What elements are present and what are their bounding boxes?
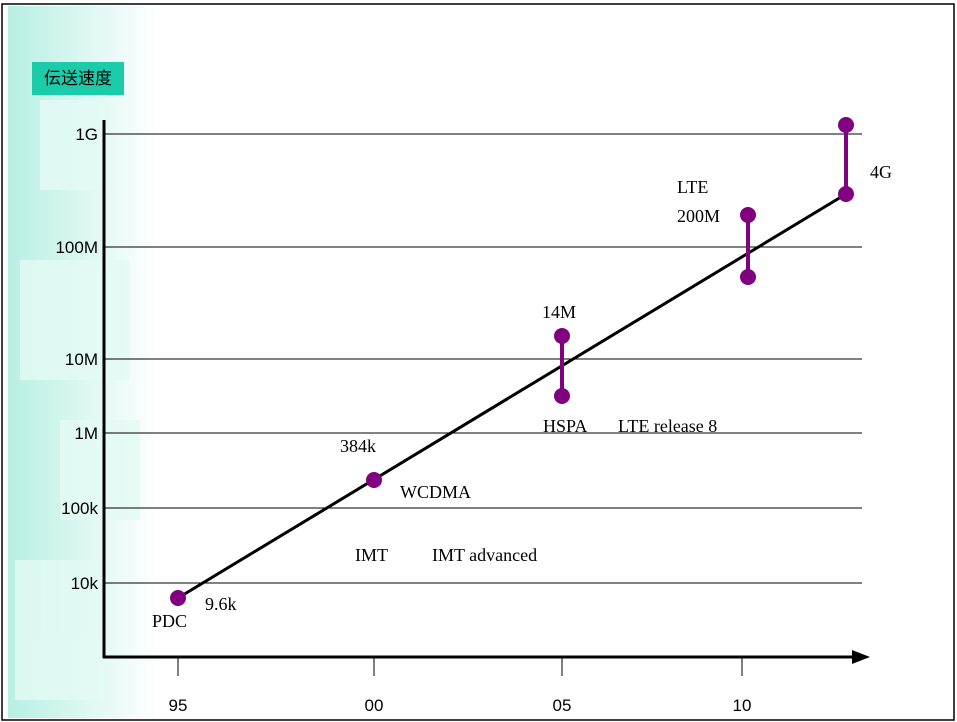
annotation: HSPA (543, 416, 587, 436)
annotation: PDC (152, 611, 187, 631)
title: 伝送速度 (44, 69, 112, 88)
y-tick-label: 100M (55, 238, 98, 257)
annotation: 9.6k (205, 594, 237, 614)
x-tick-label: 05 (553, 696, 572, 715)
y-tick-label: 10M (65, 350, 98, 369)
x-tick-label: 10 (733, 696, 752, 715)
x-tick-label: 00 (365, 696, 384, 715)
slide: 伝送速度 1G 100M 10M 1M 100k 10k 95 00 05 10 PDC 9.6k 38… (0, 0, 957, 722)
x-tick-label: 95 (169, 696, 188, 715)
annotation: IMT (355, 545, 388, 565)
y-tick-label: 100k (61, 499, 98, 518)
annotation: LTE (677, 177, 708, 197)
annotation: 14M (542, 302, 576, 322)
annotation: LTE release 8 (618, 416, 717, 436)
y-tick-label: 1M (74, 424, 98, 443)
annotation: 384k (340, 436, 376, 456)
annotation: 200M (677, 206, 720, 226)
annotation: IMT advanced (432, 545, 537, 565)
y-tick-label: 1G (75, 125, 98, 144)
y-tick-label: 10k (71, 574, 99, 593)
annotation: WCDMA (400, 482, 471, 502)
annotation: 4G (870, 162, 892, 182)
